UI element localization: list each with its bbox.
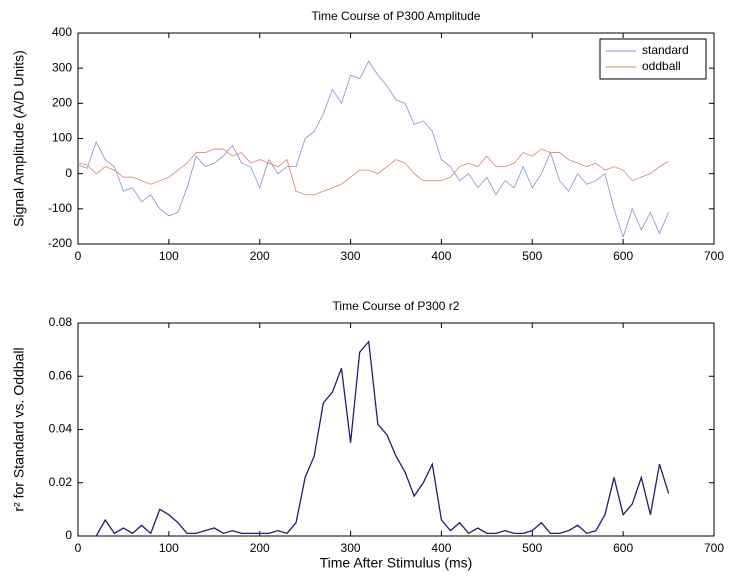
y-tick-label: 0.06	[49, 368, 73, 382]
data-line	[77, 148, 669, 196]
y-tick-label: 0.02	[49, 475, 73, 489]
plot-area	[77, 322, 715, 537]
x-tick-label: 100	[159, 541, 179, 555]
chart-title: Time Course of P300 r2	[333, 299, 460, 313]
x-tick-label: 700	[704, 541, 724, 555]
x-tick-label: 0	[75, 249, 82, 263]
y-axis-label: r² for Standard vs. Oddball	[11, 347, 27, 511]
x-axis-label: Time After Stimulus (ms)	[320, 555, 473, 571]
y-tick-label: 200	[52, 96, 72, 110]
data-line	[95, 340, 670, 537]
y-tick-label: -100	[48, 201, 72, 215]
x-tick-label: 600	[613, 249, 633, 263]
y-tick-label: 300	[52, 60, 72, 74]
x-tick-label: 300	[341, 249, 361, 263]
x-tick-label: 700	[704, 249, 724, 263]
x-tick-label: 500	[522, 541, 542, 555]
x-tick-label: 400	[431, 541, 451, 555]
y-tick-label: 0.04	[49, 422, 73, 436]
x-tick-label: 400	[431, 249, 451, 263]
y-tick-label: 400	[52, 25, 72, 39]
y-tick-label: 0	[65, 528, 72, 542]
x-tick-label: 300	[341, 541, 361, 555]
y-axis-label: Signal Amplitude (A/D Units)	[11, 50, 27, 227]
y-tick-label: 0	[65, 166, 72, 180]
x-tick-label: 500	[522, 249, 542, 263]
x-tick-label: 100	[159, 249, 179, 263]
x-tick-label: 200	[250, 249, 270, 263]
x-tick-label: 600	[613, 541, 633, 555]
x-tick-label: 200	[250, 541, 270, 555]
x-tick-label: 0	[75, 541, 82, 555]
legend-label: standard	[642, 43, 689, 57]
legend-box	[599, 38, 707, 80]
chart-title: Time Course of P300 Amplitude	[312, 9, 481, 23]
y-tick-label: 100	[52, 131, 72, 145]
y-tick-label: -200	[48, 236, 72, 250]
y-tick-label: 0.08	[49, 315, 73, 329]
legend-label: oddball	[642, 59, 681, 73]
data-line	[77, 60, 669, 239]
